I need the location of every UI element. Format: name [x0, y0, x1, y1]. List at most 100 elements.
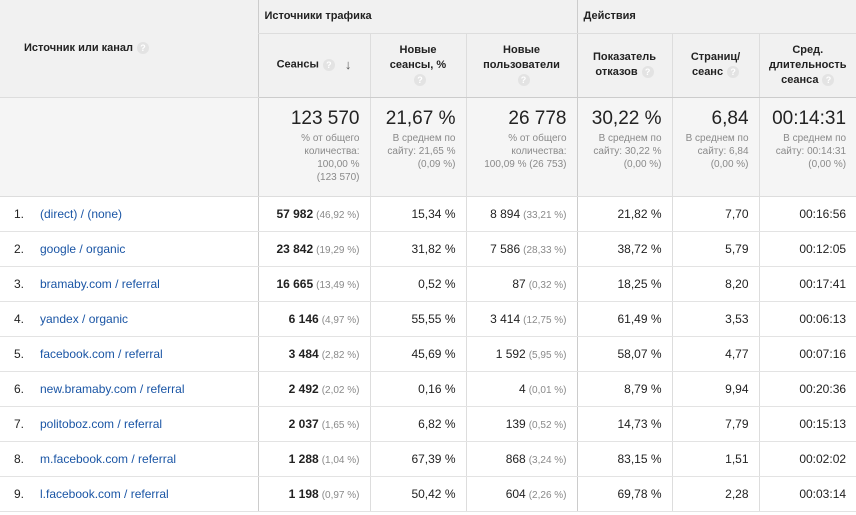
new-sessions-cell: 31,82 % — [369, 231, 466, 267]
new-users-percent: (0,01 %) — [528, 384, 567, 396]
new-users-value: 868 — [505, 451, 526, 466]
totals-new-sessions-note: В среднем по — [392, 132, 456, 144]
totals-new-sessions-value: 21,67 % — [385, 107, 456, 129]
source-cell: 9. l.facebook.com / referral — [0, 476, 258, 512]
bounce-rate-cell: 14,73 % — [576, 406, 673, 442]
source-cell: 5. facebook.com / referral — [0, 336, 258, 372]
help-icon[interactable]: ? — [822, 73, 835, 86]
pages-per-session-cell: 2,28 — [671, 476, 760, 512]
source-cell: 6. new.bramaby.com / referral — [0, 371, 258, 407]
source-medium-link[interactable]: (direct) / (none) — [40, 206, 123, 221]
sessions-percent: (2,02 %) — [321, 384, 360, 396]
avg-duration-cell: 00:06:13 — [758, 301, 856, 337]
totals-pages-note: (0,00 %) — [710, 158, 749, 170]
sessions-cell: 1 288 (1,04 %) — [257, 441, 370, 477]
source-medium-link[interactable]: new.bramaby.com / referral — [40, 381, 185, 396]
group-actions: Действия — [576, 0, 856, 34]
new-users-percent: (3,24 %) — [528, 454, 567, 466]
avg-duration-cell: 00:07:16 — [758, 336, 856, 372]
new-users-percent: (5,95 %) — [528, 349, 567, 361]
totals-duration-note: В среднем по — [783, 132, 847, 144]
bounce-rate-cell: 21,82 % — [576, 196, 673, 232]
pages-per-session-cell: 9,94 — [671, 371, 760, 407]
totals-sessions: 123 570 % от общего количества: 100,00 %… — [257, 97, 370, 197]
new-users-cell: 8 894 (33,21 %) — [465, 196, 578, 232]
totals-bounce-rate-note: (0,00 %) — [623, 158, 662, 170]
avg-duration-header-line3: сеанса — [781, 73, 819, 86]
source-medium-link[interactable]: m.facebook.com / referral — [40, 451, 177, 466]
totals-pages-per-session: 6,84 В среднем по сайту: 6,84 (0,00 %) — [671, 97, 760, 197]
source-medium-link[interactable]: bramaby.com / referral — [40, 276, 160, 291]
sessions-value: 1 198 — [288, 486, 319, 501]
new-users-header[interactable]: Новые пользователи ? — [465, 33, 578, 98]
bounce-rate-header[interactable]: Показатель отказов? — [576, 33, 673, 98]
source-medium-link[interactable]: yandex / organic — [40, 311, 129, 326]
table-row: 8. m.facebook.com / referral 1 288 (1,04 %… — [0, 441, 856, 477]
new-users-value: 8 894 — [490, 206, 521, 221]
source-medium-link[interactable]: facebook.com / referral — [40, 346, 163, 361]
help-icon[interactable]: ? — [641, 66, 654, 79]
sessions-percent: (13,49 %) — [316, 279, 360, 291]
pages-per-session-header-line1: Страниц/ — [690, 51, 741, 63]
avg-duration-cell: 00:02:02 — [758, 441, 856, 477]
source-medium-link[interactable]: politoboz.com / referral — [40, 416, 163, 431]
row-number: 4. — [14, 311, 25, 326]
help-icon[interactable]: ? — [322, 58, 335, 71]
row-number: 8. — [14, 451, 25, 466]
bounce-rate-header-line2: отказов — [595, 66, 638, 78]
help-icon[interactable]: ? — [414, 73, 426, 86]
totals-new-users: 26 778 % от общего количества: 100,09 % … — [465, 97, 578, 197]
totals-new-sessions-note: сайту: 21,65 % — [387, 145, 456, 157]
pages-per-session-header-line2: сеанс — [691, 66, 724, 78]
pages-per-session-header[interactable]: Страниц/ сеанс? — [671, 33, 760, 98]
table-row: 2. google / organic 23 842 (19,29 %) 31,82… — [0, 231, 856, 267]
dimension-header-label: Источник или канал — [24, 42, 134, 55]
sessions-percent: (1,65 %) — [321, 419, 360, 431]
new-users-header-line1: Новые — [503, 43, 540, 56]
row-number: 3. — [14, 276, 25, 291]
new-users-percent: (33,21 %) — [523, 209, 567, 221]
sessions-percent: (1,04 %) — [321, 454, 360, 466]
new-users-percent: (0,32 %) — [528, 279, 567, 291]
new-sessions-header[interactable]: Новые сеансы, % ? — [369, 33, 466, 98]
help-icon[interactable]: ? — [137, 42, 150, 55]
source-medium-link[interactable]: l.facebook.com / referral — [40, 486, 169, 501]
table-row: 7. politoboz.com / referral 2 037 (1,65 %)… — [0, 406, 856, 442]
new-sessions-cell: 6,82 % — [369, 406, 466, 442]
totals-bounce-rate-note: сайту: 30,22 % — [593, 145, 662, 157]
bounce-rate-cell: 83,15 % — [576, 441, 673, 477]
totals-sessions-value: 123 570 — [290, 107, 360, 129]
table-row: 4. yandex / organic 6 146 (4,97 %) 55,55 %… — [0, 301, 856, 337]
totals-row: 123 570 % от общего количества: 100,00 %… — [0, 97, 856, 197]
new-users-percent: (28,33 %) — [523, 244, 567, 256]
new-users-cell: 1 592 (5,95 %) — [465, 336, 578, 372]
table-row: 5. facebook.com / referral 3 484 (2,82 %) … — [0, 336, 856, 372]
bounce-rate-cell: 69,78 % — [576, 476, 673, 512]
new-sessions-header-line2: сеансы, % — [389, 58, 447, 71]
totals-duration-value: 00:14:31 — [772, 107, 847, 129]
dimension-header[interactable]: Источник или канал? — [0, 0, 258, 98]
new-users-cell: 87 (0,32 %) — [465, 266, 578, 302]
new-users-value: 7 586 — [490, 241, 521, 256]
new-users-value: 3 414 — [490, 311, 521, 326]
totals-new-sessions-note: (0,09 %) — [417, 158, 456, 170]
new-users-percent: (12,75 %) — [523, 314, 567, 326]
pages-per-session-cell: 1,51 — [671, 441, 760, 477]
new-sessions-cell: 15,34 % — [369, 196, 466, 232]
row-number: 2. — [14, 241, 25, 256]
totals-bounce-rate-value: 30,22 % — [591, 107, 662, 129]
help-icon[interactable]: ? — [517, 73, 530, 86]
source-medium-link[interactable]: google / organic — [40, 241, 126, 256]
sort-descending-icon[interactable]: ↓ — [344, 57, 352, 73]
sessions-header[interactable]: Сеансы? ↓ — [257, 33, 370, 98]
avg-duration-cell: 00:16:56 — [758, 196, 856, 232]
pages-per-session-cell: 8,20 — [671, 266, 760, 302]
bounce-rate-cell: 8,79 % — [576, 371, 673, 407]
totals-pages-note: сайту: 6,84 — [697, 145, 749, 157]
help-icon[interactable]: ? — [727, 66, 740, 79]
new-users-value: 604 — [505, 486, 526, 501]
sessions-cell: 23 842 (19,29 %) — [257, 231, 370, 267]
table-row: 6. new.bramaby.com / referral 2 492 (2,02 … — [0, 371, 856, 407]
avg-duration-header[interactable]: Сред. длительность сеанса? — [758, 33, 856, 98]
sessions-header-label: Сеансы — [276, 58, 319, 71]
